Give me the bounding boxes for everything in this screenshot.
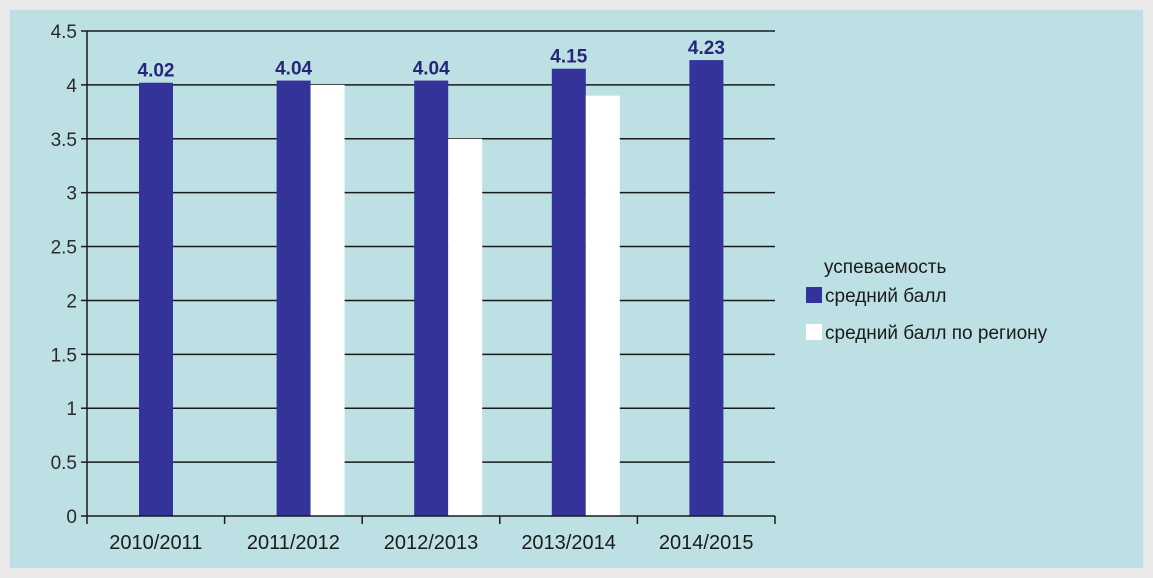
data-label: 4.23	[688, 38, 725, 59]
data-labels: 4.02 4.04 4.04 4.15 4.23	[138, 38, 725, 82]
bar-series-1	[586, 96, 620, 516]
y-tick-label: 0	[66, 507, 77, 528]
bars	[139, 60, 723, 516]
data-label: 4.15	[550, 47, 587, 68]
x-tick-labels: 2010/2011 2011/2012 2012/2013 2013/2014 2014…	[109, 532, 753, 554]
legend-title: успеваемость	[824, 257, 946, 278]
bar-series-0	[689, 60, 723, 516]
chart-panel: 0 0.5 1 1.5 2 2.5 3 3.5 4 4.5 2010/2011 2011/2012 2…	[10, 10, 1143, 568]
legend-label-1: средний балл по региону	[825, 323, 1048, 344]
data-label: 4.04	[413, 59, 450, 80]
y-tick-label: 2.5	[51, 238, 77, 259]
y-tick-label: 1.5	[51, 345, 77, 366]
bar-series-0	[414, 81, 448, 516]
x-tick-label: 2014/2015	[659, 532, 754, 554]
x-tick-label: 2011/2012	[247, 532, 340, 554]
y-tick-label: 3.5	[51, 130, 77, 151]
y-tick-label: 4	[66, 76, 77, 97]
x-tick-label: 2013/2014	[521, 532, 616, 554]
bar-chart: 00.511.522.533.544.5 2010/2011 2011/2012 2…	[10, 10, 1143, 568]
data-label: 4.04	[275, 59, 312, 80]
bar-series-0	[139, 83, 173, 516]
y-tick-label: 1	[66, 399, 77, 420]
y-tick-labels: 0 0.5 1 1.5 2 2.5 3 3.5 4 4.5	[51, 22, 78, 528]
y-tick-label: 4.5	[51, 22, 77, 43]
bar-series-0	[277, 81, 311, 516]
data-label: 4.02	[138, 61, 175, 82]
bar-series-0	[552, 69, 586, 516]
legend-swatch-0	[806, 287, 822, 303]
legend-label-0: средний балл	[825, 286, 947, 307]
x-tick-label: 2012/2013	[384, 532, 479, 554]
bar-series-1	[448, 139, 482, 516]
bar-series-1	[311, 85, 345, 516]
y-tick-label: 3	[66, 184, 77, 205]
x-tick-label: 2010/2011	[109, 532, 202, 554]
legend-swatch-1	[806, 324, 822, 340]
y-tick-label: 2	[66, 291, 77, 312]
legend: успеваемость средний балл средний балл п…	[806, 257, 1048, 344]
y-tick-label: 0.5	[51, 453, 77, 474]
